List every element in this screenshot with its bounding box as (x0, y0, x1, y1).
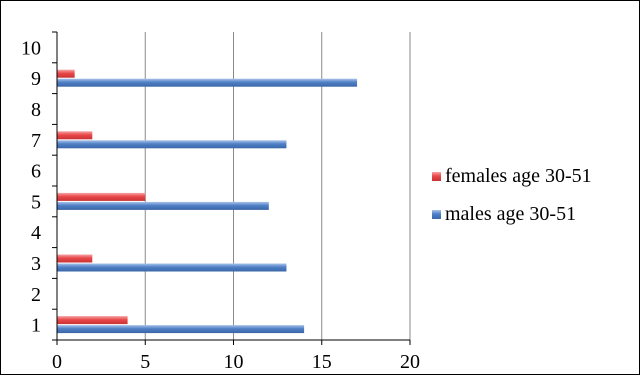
legend: females age 30-51 males age 30-51 (432, 165, 592, 225)
x-tick-label: 5 (140, 351, 150, 373)
bar-males-9 (57, 78, 358, 87)
legend-swatch-males (432, 210, 441, 219)
bar-group (57, 69, 358, 334)
y-tick-label: 9 (31, 68, 41, 90)
x-tick-label: 10 (224, 351, 244, 373)
x-tick-label: 15 (312, 351, 332, 373)
bar-males-7 (57, 140, 287, 149)
y-tick-label: 6 (31, 161, 41, 183)
y-tick-label: 3 (31, 253, 41, 275)
y-tick-label: 4 (31, 222, 41, 244)
y-tick-label: 5 (31, 191, 41, 213)
y-tick-label: 10 (21, 37, 41, 59)
y-tick-label: 1 (31, 315, 41, 337)
y-tick-label: 8 (31, 99, 41, 121)
bar-females-3 (57, 254, 93, 263)
bar-females-1 (57, 316, 128, 325)
bar-females-7 (57, 131, 93, 140)
y-tick-label: 2 (31, 284, 41, 306)
bar-females-5 (57, 192, 146, 201)
axes (52, 31, 411, 345)
x-tick-label: 0 (52, 351, 62, 373)
bar-males-5 (57, 201, 269, 210)
tick-labels: 0 5 10 15 20 1 2 3 4 5 6 7 8 9 10 (21, 37, 420, 373)
bar-males-1 (57, 325, 305, 334)
y-tick-label: 7 (31, 130, 41, 152)
bar-females-9 (57, 69, 75, 78)
legend-label-females: females age 30-51 (445, 165, 592, 187)
bar-males-3 (57, 263, 287, 272)
legend-swatch-females (432, 172, 441, 181)
legend-label-males: males age 30-51 (445, 203, 576, 225)
x-tick-label: 20 (400, 351, 420, 373)
